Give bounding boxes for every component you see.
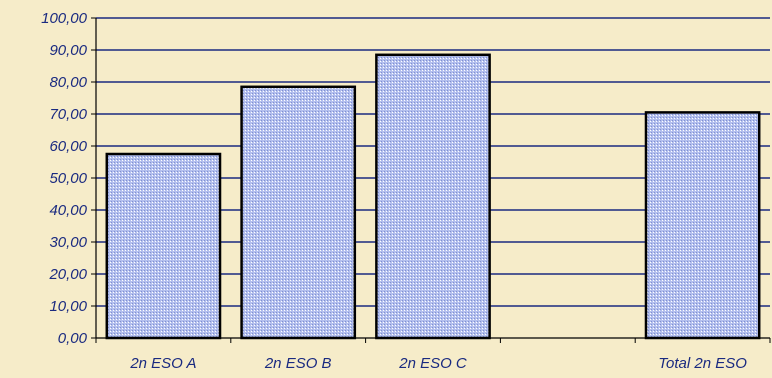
y-tick-label: 70,00 — [49, 106, 87, 123]
x-category-label: 2n ESO B — [264, 355, 332, 372]
bars — [105, 53, 761, 340]
y-tick-label: 100,00 — [41, 10, 88, 27]
y-tick-label: 10,00 — [49, 298, 87, 315]
labels: 0,00 10,00 20,00 30,00 40,00 50,00 60,00 70,00 8… — [41, 10, 747, 372]
bar — [105, 152, 222, 340]
y-tick-label: 0,00 — [58, 330, 88, 347]
y-tick-label: 50,00 — [49, 170, 87, 187]
bar — [240, 85, 357, 340]
bar — [644, 111, 761, 340]
axes — [91, 17, 771, 343]
y-tick-label: 20,00 — [48, 266, 87, 283]
x-category-label: 2n ESO C — [398, 355, 467, 372]
y-tick-label: 30,00 — [49, 234, 87, 251]
x-category-label: Total 2n ESO — [658, 355, 747, 372]
bar — [375, 53, 491, 340]
y-tick-label: 90,00 — [49, 42, 87, 59]
y-tick-label: 60,00 — [49, 138, 87, 155]
y-tick-label: 80,00 — [49, 74, 87, 91]
y-tick-label: 40,00 — [49, 202, 87, 219]
x-category-label: 2n ESO A — [129, 355, 196, 372]
